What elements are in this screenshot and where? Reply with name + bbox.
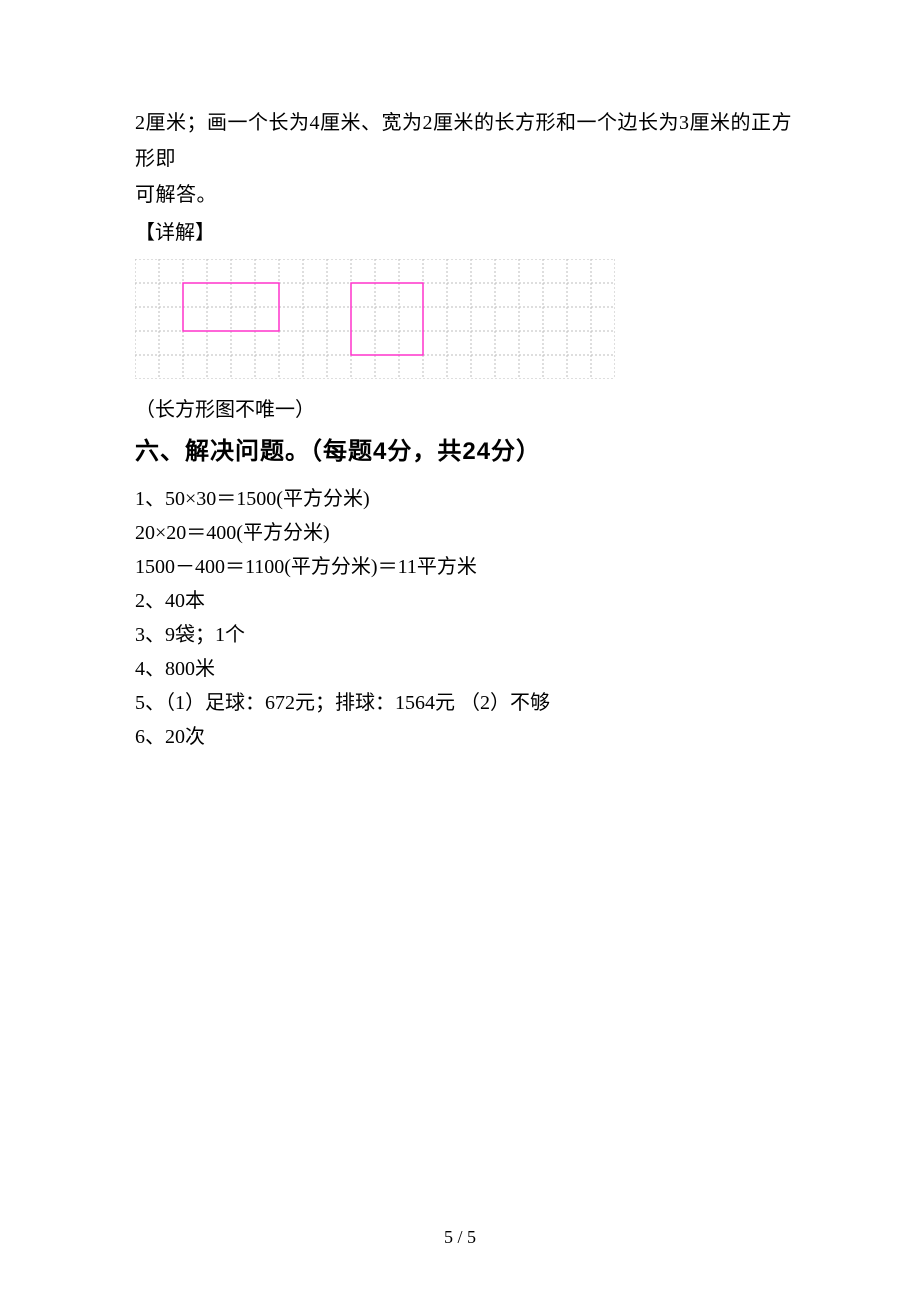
answer-line: 20×20＝400(平方分米) <box>135 516 795 550</box>
section-6-heading: 六、解决问题。（每题4分，共24分） <box>135 434 795 470</box>
intro-line-2: 可解答。 <box>135 177 795 213</box>
answer-line: 1500－400＝1100(平方分米)＝11平方米 <box>135 550 795 584</box>
grid-diagram <box>135 259 795 384</box>
answer-line: 1、50×30＝1500(平方分米) <box>135 482 795 516</box>
detail-label: 【详解】 <box>135 215 795 251</box>
answer-line: 5、（1）足球：672元；排球：1564元 （2）不够 <box>135 686 795 720</box>
intro-line-1: 2厘米；画一个长为4厘米、宽为2厘米的长方形和一个边长为3厘米的正方形即 <box>135 105 795 177</box>
answer-line: 4、800米 <box>135 652 795 686</box>
page: 2厘米；画一个长为4厘米、宽为2厘米的长方形和一个边长为3厘米的正方形即 可解答… <box>0 0 920 1302</box>
answer-line: 2、40本 <box>135 584 795 618</box>
grid-svg <box>135 259 615 379</box>
answer-line: 6、20次 <box>135 720 795 754</box>
section-6-answers: 1、50×30＝1500(平方分米)20×20＝400(平方分米)1500－40… <box>135 482 795 754</box>
shape-note: （长方形图不唯一） <box>135 392 795 428</box>
page-footer: 5 / 5 <box>0 1227 920 1248</box>
answer-line: 3、9袋；1个 <box>135 618 795 652</box>
